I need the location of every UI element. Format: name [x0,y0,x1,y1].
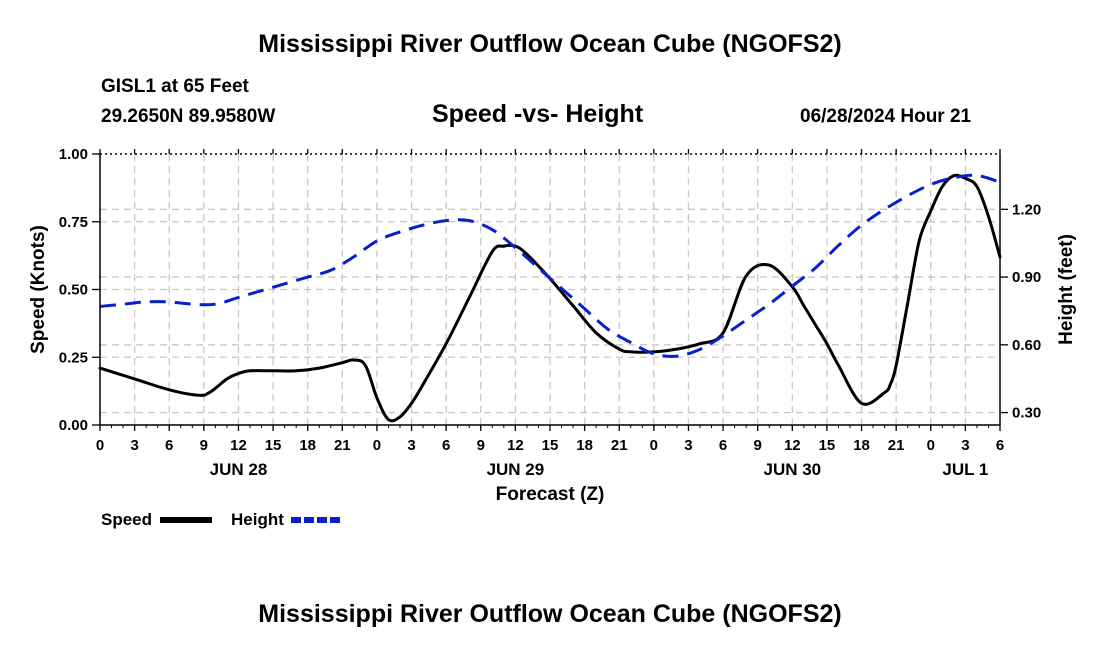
chart-title: Mississippi River Outflow Ocean Cube (NG… [258,30,842,58]
x-tick-label: 9 [200,437,208,454]
date-label: JUN 28 [210,460,268,479]
y2-tick-label: 0.90 [1012,269,1041,286]
y-tick-label: 0.00 [59,417,88,434]
legend-label-speed: Speed [101,510,152,529]
x-tick-label: 3 [407,437,415,454]
y-tick-label: 0.25 [59,349,88,366]
x-tick-label: 18 [853,437,870,454]
x-tick-label: 3 [961,437,969,454]
x-tick-label: 18 [576,437,593,454]
y-tick-label: 0.50 [59,282,88,299]
x-tick-label: 15 [819,437,836,454]
x-tick-label: 12 [230,437,247,454]
date-label: JUN 30 [763,460,821,479]
x-tick-label: 15 [265,437,282,454]
date-label: JUN 29 [487,460,545,479]
x-tick-label: 12 [784,437,801,454]
speed-series-line [98,173,1002,423]
y-axis-title: Speed (Knots) [28,225,49,354]
chart-subtitle: Speed -vs- Height [432,100,644,128]
x-tick-label: 6 [996,437,1004,454]
x-tick-label: 0 [96,437,104,454]
x-tick-label: 12 [507,437,524,454]
x-tick-label: 6 [719,437,727,454]
y2-axis-title: Height (feet) [1056,234,1077,345]
x-tick-label: 3 [130,437,138,454]
x-tick-label: 0 [927,437,935,454]
axes [92,149,1008,431]
chart-title-repeat: Mississippi River Outflow Ocean Cube (NG… [258,600,842,628]
axis-labels: 0 3 6 9 12 15 18 21 0 3 6 9 12 15 18 21 0 3 6 9 12 15 18 21 0 3 6J… [28,146,1077,505]
x-tick-label: 3 [684,437,692,454]
x-tick-label: 6 [442,437,450,454]
legend: Speed Height [101,510,343,529]
x-tick-label: 21 [334,437,351,454]
x-tick-label: 18 [299,437,316,454]
legend-label-height: Height [231,510,284,529]
x-tick-label: 0 [373,437,381,454]
x-tick-label: 21 [888,437,905,454]
station-label: GISL1 at 65 Feet [101,76,249,97]
forecast-datetime: 06/28/2024 Hour 21 [800,106,972,127]
x-tick-label: 0 [650,437,658,454]
y2-tick-label: 1.20 [1012,201,1041,218]
x-tick-label: 9 [754,437,762,454]
x-tick-label: 15 [542,437,559,454]
x-tick-label: 9 [477,437,485,454]
x-tick-label: 6 [165,437,173,454]
station-coordinates: 29.2650N 89.9580W [101,106,276,127]
series-lines [98,173,1002,423]
y-tick-label: 1.00 [59,146,88,163]
y-tick-label: 0.75 [59,214,88,231]
y2-tick-label: 0.30 [1012,405,1041,422]
date-label: JUL 1 [942,460,988,479]
y2-tick-label: 0.60 [1012,337,1041,354]
x-tick-label: 21 [611,437,628,454]
height-series-line [99,173,1001,358]
x-axis-title: Forecast (Z) [496,484,605,505]
grid-lines [100,154,1000,425]
